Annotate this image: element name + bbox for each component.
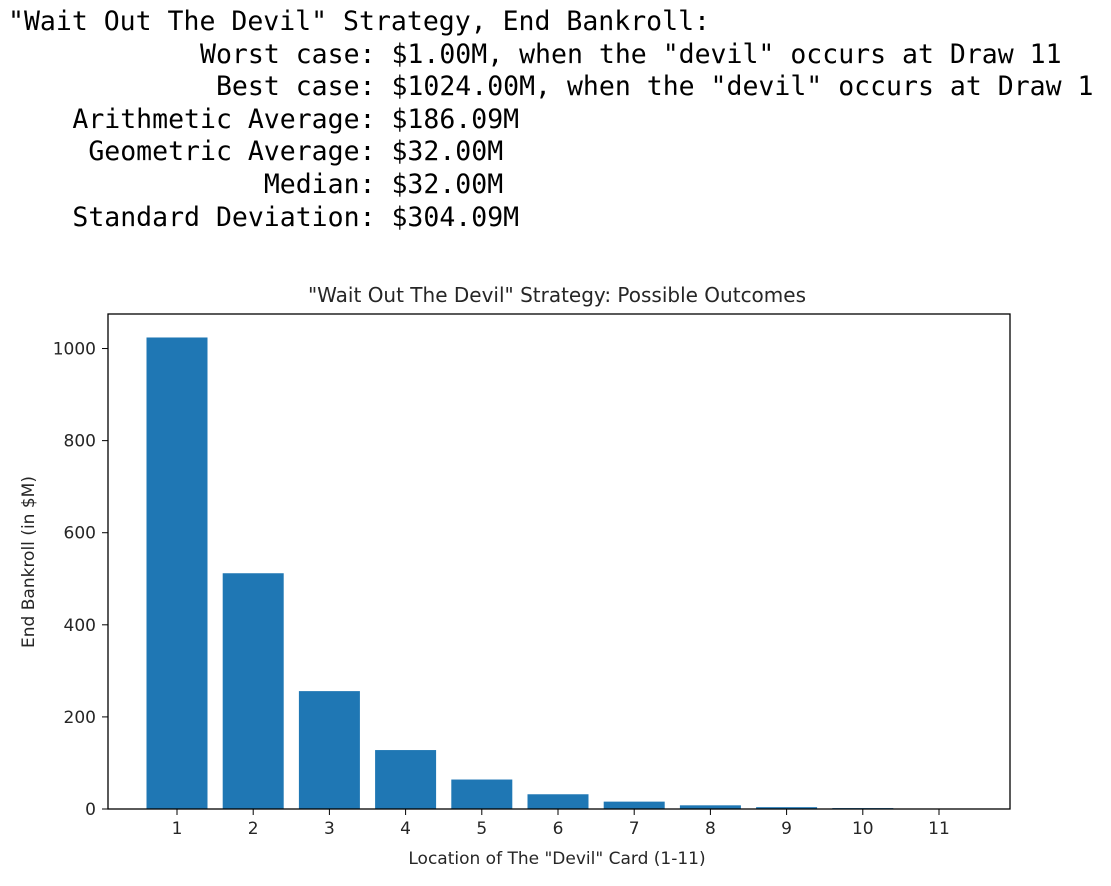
x-tick-label: 9 <box>781 819 792 839</box>
bar-2 <box>222 573 284 809</box>
x-tick-label: 5 <box>476 819 487 839</box>
bars-layer <box>146 337 970 809</box>
stat-value: $304.09M <box>391 201 520 233</box>
y-axis: 0 200 400 600 800 1000 <box>53 340 108 820</box>
x-tick-label: 7 <box>629 819 640 839</box>
x-tick-label: 1 <box>172 819 183 839</box>
stat-value: $1.00M, when the "devil" occurs at Draw … <box>391 38 1062 70</box>
stat-value: $1024.00M, when the "devil" occurs at Dr… <box>391 71 1094 103</box>
bar-9 <box>756 807 818 809</box>
stat-value: $32.00M <box>391 136 504 168</box>
x-axis: 1 2 3 4 5 6 7 8 9 10 11 <box>172 809 950 839</box>
stat-label: Geometric Average: <box>88 136 376 168</box>
stat-label: Arithmetic Average: <box>72 103 376 135</box>
stat-value: $186.09M <box>391 103 520 135</box>
x-tick-label: 6 <box>553 819 564 839</box>
bar-5 <box>451 779 513 809</box>
x-tick-label: 11 <box>928 819 950 839</box>
x-tick-label: 2 <box>248 819 259 839</box>
stat-worst-case: Worst case: $1.00M, when the "devil" occ… <box>8 39 1093 72</box>
stat-standard-deviation: Standard Deviation: $304.09M <box>8 202 1093 235</box>
chart-title: "Wait Out The Devil" Strategy: Possible … <box>308 283 806 307</box>
bar-7 <box>603 801 665 809</box>
stat-geometric-average: Geometric Average: $32.00M <box>8 136 1093 169</box>
y-tick-label: 200 <box>64 708 96 728</box>
stat-value: $32.00M <box>391 168 504 200</box>
stat-best-case: Best case: $1024.00M, when the "devil" o… <box>8 71 1094 104</box>
stat-median: Median: $32.00M <box>8 169 1093 202</box>
bar-4 <box>375 750 437 809</box>
y-tick-label: 400 <box>64 616 96 636</box>
bar-1 <box>146 337 208 809</box>
x-axis-label: Location of The "Devil" Card (1-11) <box>408 849 705 869</box>
y-tick-label: 0 <box>85 800 96 820</box>
y-tick-label: 600 <box>64 524 96 544</box>
x-tick-label: 8 <box>705 819 716 839</box>
x-tick-label: 3 <box>324 819 335 839</box>
cell-output-text: "Wait Out The Devil" Strategy, End Bankr… <box>8 6 1093 234</box>
stat-arithmetic-average: Arithmetic Average: $186.09M <box>8 104 1093 137</box>
stat-label: Best case: <box>215 71 376 103</box>
bar-3 <box>298 691 360 809</box>
stat-label: Standard Deviation: <box>72 201 376 233</box>
output-heading: "Wait Out The Devil" Strategy, End Bankr… <box>8 6 710 37</box>
stat-label: Median: <box>263 168 376 200</box>
bar-8 <box>679 805 741 809</box>
x-tick-label: 10 <box>852 819 874 839</box>
y-tick-label: 1000 <box>53 340 96 360</box>
bar-6 <box>527 794 589 809</box>
y-tick-label: 800 <box>64 432 96 452</box>
y-axis-label: End Bankroll (in $M) <box>19 476 39 648</box>
x-tick-label: 4 <box>400 819 411 839</box>
stat-label: Worst case: <box>200 38 376 70</box>
plot-frame <box>107 313 1011 810</box>
bar-chart: "Wait Out The Devil" Strategy: Possible … <box>19 283 1011 869</box>
